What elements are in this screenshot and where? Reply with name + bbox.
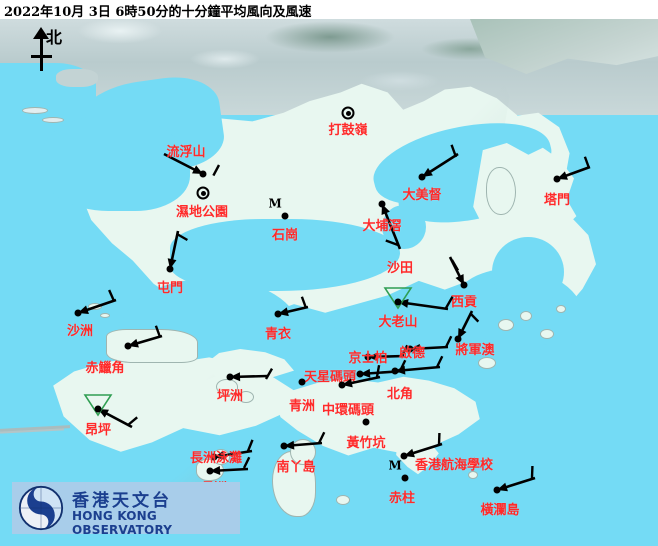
station-marker-dot[interactable]	[210, 453, 218, 461]
station-label: 大老山	[378, 315, 418, 330]
station-marker-dot[interactable]	[400, 452, 408, 460]
station-label: 中環碼頭	[321, 403, 375, 418]
hko-logo-text-chinese: 香港天文台	[72, 491, 172, 511]
station-label: 沙洲	[66, 324, 94, 339]
small-island-nw-2	[42, 117, 64, 123]
station-marker-triangle[interactable]	[383, 286, 413, 310]
station-marker-bullseye[interactable]	[196, 186, 210, 200]
north-arrow-label: 北	[46, 28, 63, 47]
station-marker-dot[interactable]	[362, 418, 370, 426]
station-marker-dot[interactable]	[493, 486, 501, 494]
tap-mun-island	[486, 167, 516, 215]
north-arrow	[26, 27, 60, 73]
station-label: 赤鱲角	[85, 361, 125, 376]
station-label: 沙田	[386, 261, 414, 276]
north-arrow-shaft	[40, 31, 43, 71]
station-label: 石崗	[271, 228, 299, 243]
station-label: 橫瀾島	[480, 503, 520, 518]
station-marker-dot[interactable]	[389, 459, 409, 482]
station-label: 大埔滘	[362, 219, 402, 234]
station-marker-dot[interactable]	[394, 298, 402, 306]
hei-ling-chau-island	[238, 391, 254, 403]
sai-kung-island-4	[556, 305, 566, 313]
station-label: 啟德	[398, 346, 426, 361]
hko-swirl-icon	[18, 485, 64, 531]
hko-logo: 香港天文台 HONG KONG OBSERVATORY	[12, 482, 240, 537]
page-title: 2022年10月 3日 6時50分的十分鐘平均風向及風速	[4, 5, 312, 20]
sha-chau-island	[88, 303, 102, 310]
station-label: 青衣	[264, 327, 292, 342]
station-label: 北角	[386, 387, 414, 402]
station-marker-dot[interactable]	[356, 370, 364, 378]
po-toi-island	[336, 495, 350, 505]
station-marker-dot[interactable]	[338, 381, 346, 389]
wind-barb-feather	[246, 439, 254, 452]
wind-barb-feather	[242, 456, 251, 469]
station-marker-dot[interactable]	[74, 309, 82, 317]
station-marker-dot[interactable]	[274, 310, 282, 318]
wind-barb-feather	[108, 289, 116, 302]
waglan-island	[468, 471, 478, 479]
station-marker-dot[interactable]	[206, 467, 214, 475]
lung-kwu-chau-island	[100, 313, 110, 318]
station-marker-dot[interactable]	[280, 442, 288, 450]
wind-barb-feather	[583, 156, 591, 169]
hko-logo-text-english: HONG KONG OBSERVATORY	[72, 509, 173, 537]
station-marker-dot[interactable]	[166, 265, 174, 273]
station-label: 香港航海學校	[414, 458, 494, 473]
station-marker-dot[interactable]	[298, 378, 306, 386]
station-marker-dot[interactable]	[460, 281, 468, 289]
station-marker-dot[interactable]	[226, 373, 234, 381]
station-label: 流浮山	[166, 145, 206, 160]
station-marker-dot[interactable]	[124, 342, 132, 350]
port-shelter-water	[492, 237, 564, 307]
station-marker-dot[interactable]	[406, 345, 414, 353]
station-marker-dot[interactable]	[391, 367, 399, 375]
station-label: 西貢	[450, 295, 478, 310]
tseung-kwan-o-island	[478, 357, 496, 369]
station-marker-dot[interactable]	[553, 175, 561, 183]
station-label: 大美督	[402, 188, 442, 203]
station-marker-dot[interactable]	[199, 170, 207, 178]
mainland-spur	[56, 69, 98, 87]
sai-kung-island-1	[498, 319, 514, 331]
station-label: 屯門	[156, 281, 184, 296]
station-label: 長洲泳灘	[189, 451, 243, 466]
small-island-nw-1	[22, 107, 48, 114]
station-label: 打鼓嶺	[328, 123, 368, 138]
station-label: 赤柱	[388, 491, 416, 506]
station-marker-triangle[interactable]	[83, 393, 113, 417]
station-label: 塔門	[543, 193, 571, 208]
station-marker-bullseye[interactable]	[341, 106, 355, 120]
station-label: 坪洲	[216, 389, 244, 404]
station-label: 濕地公園	[175, 205, 229, 220]
station-label: 昂坪	[84, 423, 112, 438]
sai-kung-island-2	[520, 311, 532, 321]
station-marker-dot[interactable]	[364, 353, 372, 361]
station-marker-dot[interactable]	[378, 200, 386, 208]
station-label: 黃竹坑	[346, 436, 386, 451]
station-label: 青洲	[288, 399, 316, 414]
station-label: 京士柏	[348, 351, 388, 366]
station-marker-dot[interactable]	[94, 405, 102, 413]
station-marker-dot[interactable]	[454, 335, 462, 343]
station-label: 南丫島	[276, 460, 316, 475]
station-marker-dot[interactable]	[418, 173, 426, 181]
tung-lung-chau-island	[468, 461, 476, 467]
sai-kung-island-3	[540, 329, 554, 339]
station-label: 將軍澳	[455, 343, 495, 358]
north-arrow-crossbar	[31, 55, 52, 58]
station-marker-dot[interactable]	[269, 197, 289, 220]
station-label: 天星碼頭	[303, 370, 357, 385]
